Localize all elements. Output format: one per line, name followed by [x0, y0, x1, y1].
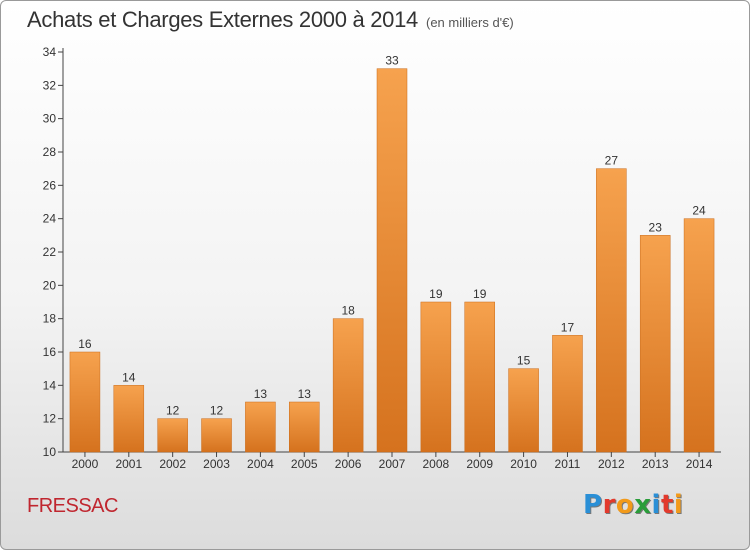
bar: [639, 235, 671, 453]
y-tick-label: 34: [43, 45, 57, 59]
bar: [464, 301, 495, 453]
x-tick-label: 2008: [423, 457, 450, 471]
bar-value-label: 33: [385, 54, 399, 68]
bar: [245, 401, 276, 453]
bar: [376, 68, 408, 453]
bar-value-label: 24: [692, 204, 706, 218]
x-tick-label: 2007: [379, 457, 406, 471]
x-tick-label: 2000: [72, 457, 99, 471]
logo-letter: i: [673, 490, 684, 520]
bar: [683, 218, 715, 453]
bar-value-label: 12: [210, 404, 224, 418]
bar: [552, 335, 583, 453]
y-tick-label: 20: [43, 278, 57, 292]
bar-value-label: 17: [561, 320, 575, 334]
bar-value-label: 12: [166, 404, 180, 418]
y-tick-label: 28: [43, 145, 57, 159]
y-tick-label: 22: [43, 245, 57, 259]
y-tick-label: 18: [43, 312, 57, 326]
y-tick-label: 10: [43, 445, 57, 459]
y-tick-label: 32: [43, 78, 57, 92]
bar: [201, 418, 232, 453]
bar: [157, 418, 188, 453]
y-tick-label: 24: [43, 212, 57, 226]
logo-letter: r: [602, 490, 616, 520]
logo-letter: P: [583, 490, 603, 520]
bar-value-label: 16: [78, 337, 92, 351]
logo-letter: i: [651, 490, 661, 520]
x-tick-label: 2005: [291, 457, 318, 471]
bar: [289, 401, 320, 453]
logo-letter: o: [615, 490, 635, 520]
bar: [69, 351, 101, 453]
chart-title: Achats et Charges Externes 2000 à 2014: [27, 7, 418, 32]
x-tick-label: 2001: [115, 457, 142, 471]
x-tick-label: 2010: [510, 457, 537, 471]
commune-name: FRESSAC: [27, 495, 118, 517]
bar-value-label: 14: [122, 370, 136, 384]
x-tick-label: 2004: [247, 457, 274, 471]
x-tick-label: 2012: [598, 457, 625, 471]
proxiti-logo: Proxiti: [583, 490, 683, 520]
bar-value-label: 19: [473, 287, 487, 301]
bar: [332, 318, 364, 453]
chart-title-row: Achats et Charges Externes 2000 à 2014 (e…: [27, 7, 514, 33]
logo-letter: x: [634, 490, 652, 520]
y-tick-label: 14: [43, 378, 57, 392]
bar-value-label: 15: [517, 354, 531, 368]
bar: [420, 301, 452, 453]
bar-value-label: 18: [341, 304, 355, 318]
bar-value-label: 23: [649, 220, 663, 234]
bar-value-label: 27: [605, 154, 619, 168]
x-tick-label: 2014: [686, 457, 713, 471]
bar: [113, 385, 145, 453]
logo-letter: t: [660, 490, 674, 520]
y-tick-label: 26: [43, 178, 57, 192]
bar-value-label: 19: [429, 287, 443, 301]
bar-value-label: 13: [254, 387, 268, 401]
x-tick-label: 2009: [466, 457, 493, 471]
bar-value-label: 13: [298, 387, 312, 401]
x-tick-label: 2006: [335, 457, 362, 471]
bar: [508, 368, 539, 453]
bar: [596, 168, 627, 453]
x-tick-label: 2002: [159, 457, 186, 471]
y-tick-label: 12: [43, 412, 57, 426]
x-tick-label: 2003: [203, 457, 230, 471]
x-tick-label: 2013: [642, 457, 669, 471]
x-tick-label: 2011: [555, 457, 581, 471]
chart-unit: (en milliers d'€): [425, 15, 514, 30]
y-tick-label: 16: [43, 345, 57, 359]
y-tick-label: 30: [43, 112, 57, 126]
